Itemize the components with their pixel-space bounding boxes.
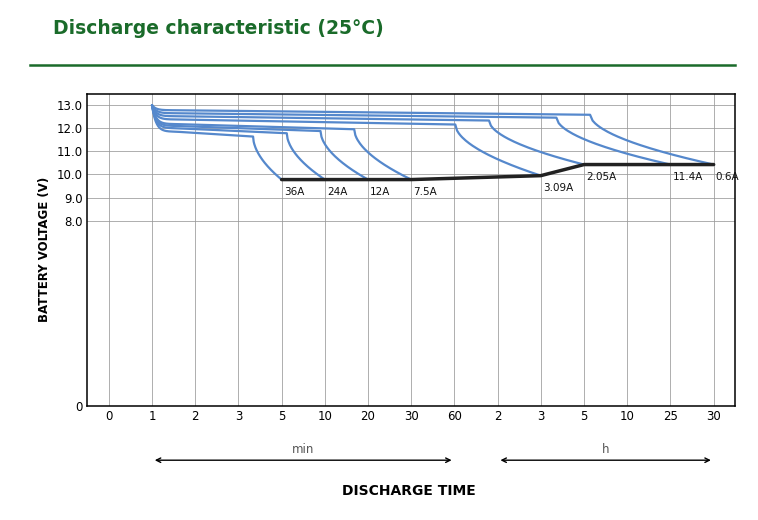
Y-axis label: BATTERY VOLTAGE (V): BATTERY VOLTAGE (V) xyxy=(39,177,52,322)
Text: 12A: 12A xyxy=(370,187,390,197)
Text: 11.4A: 11.4A xyxy=(672,172,703,181)
Text: 2.05A: 2.05A xyxy=(586,172,616,181)
Text: DISCHARGE TIME: DISCHARGE TIME xyxy=(343,485,476,498)
Text: min: min xyxy=(292,443,315,457)
Text: 36A: 36A xyxy=(283,187,304,197)
Text: 3.09A: 3.09A xyxy=(543,183,573,192)
Text: 24A: 24A xyxy=(327,187,347,197)
Text: h: h xyxy=(602,443,609,457)
Text: 0.6A: 0.6A xyxy=(716,172,740,181)
Text: Discharge characteristic (25°C): Discharge characteristic (25°C) xyxy=(53,19,384,38)
Text: 7.5A: 7.5A xyxy=(413,187,437,197)
